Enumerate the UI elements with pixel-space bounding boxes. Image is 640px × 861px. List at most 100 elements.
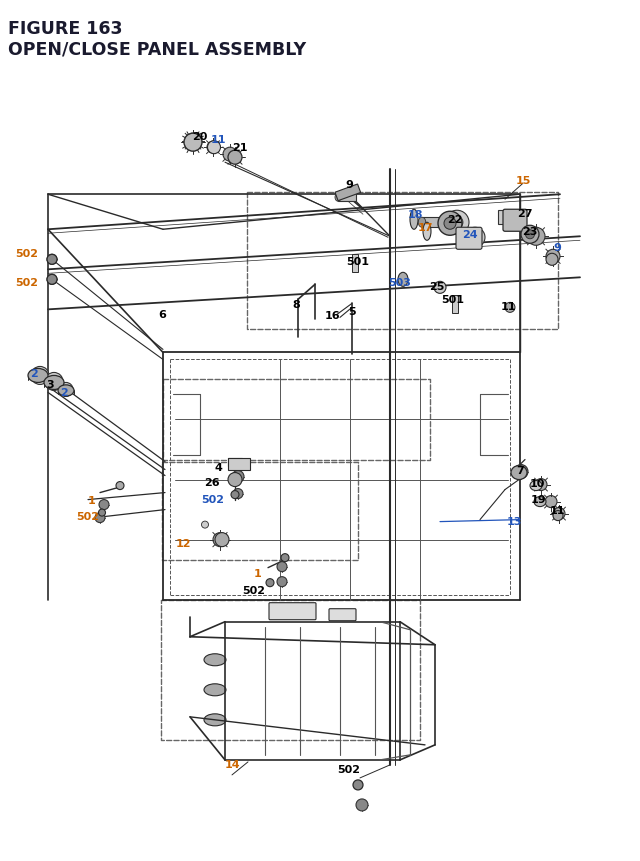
Text: 2: 2 [30,369,38,379]
Ellipse shape [47,255,57,265]
Ellipse shape [58,386,74,397]
Text: 11: 11 [500,302,516,312]
Ellipse shape [215,533,229,547]
Text: 17: 17 [417,223,433,233]
Ellipse shape [204,714,226,726]
Ellipse shape [438,212,462,236]
Bar [338,194,356,202]
Ellipse shape [419,218,426,228]
Text: 9: 9 [553,243,561,253]
Bar [228,458,250,470]
FancyBboxPatch shape [456,228,482,250]
Text: 8: 8 [292,300,300,310]
Ellipse shape [266,579,274,587]
Ellipse shape [184,134,202,152]
Ellipse shape [546,250,560,264]
Ellipse shape [116,482,124,490]
Ellipse shape [277,577,287,587]
Text: 1: 1 [88,495,96,505]
Ellipse shape [353,780,363,790]
Bar [452,296,458,314]
Bar [228,458,242,466]
Text: 3: 3 [46,380,54,390]
Text: 13: 13 [506,516,522,526]
Ellipse shape [553,508,565,520]
Text: 502: 502 [15,249,38,259]
Text: 502: 502 [77,511,99,521]
Ellipse shape [535,479,547,491]
Ellipse shape [545,496,557,508]
Text: 22: 22 [447,215,463,225]
Ellipse shape [423,223,431,241]
Ellipse shape [99,510,106,517]
Ellipse shape [410,210,418,230]
Text: 1: 1 [254,568,262,578]
Ellipse shape [553,511,563,521]
Ellipse shape [47,275,57,285]
Ellipse shape [213,533,227,547]
Text: 503: 503 [388,278,412,288]
Ellipse shape [398,273,408,287]
FancyBboxPatch shape [329,609,356,621]
Ellipse shape [444,218,456,230]
Ellipse shape [231,491,239,499]
Text: 27: 27 [517,209,532,219]
Ellipse shape [335,194,341,202]
Text: 7: 7 [516,465,524,475]
Text: 502: 502 [337,764,360,774]
Ellipse shape [505,303,515,313]
Ellipse shape [185,134,201,150]
Text: 9: 9 [345,180,353,190]
Ellipse shape [525,231,534,239]
Text: 19: 19 [531,494,547,504]
Text: 21: 21 [232,143,248,153]
Text: 18: 18 [407,210,423,220]
Ellipse shape [233,489,243,499]
Text: 23: 23 [522,227,538,237]
Ellipse shape [546,254,558,266]
Ellipse shape [202,522,209,529]
Ellipse shape [49,377,58,387]
Ellipse shape [451,217,463,229]
Ellipse shape [44,376,64,390]
Ellipse shape [465,228,485,248]
Text: 12: 12 [175,538,191,548]
Text: 14: 14 [224,759,240,769]
Ellipse shape [281,554,289,562]
Ellipse shape [228,473,242,487]
Text: 2: 2 [60,388,68,398]
Ellipse shape [47,275,57,285]
Text: 502: 502 [15,278,38,288]
Ellipse shape [95,513,105,523]
Ellipse shape [470,233,480,243]
Text: 502: 502 [243,585,266,595]
Text: 6: 6 [158,310,166,320]
Ellipse shape [445,211,469,235]
Ellipse shape [356,799,368,811]
Text: 25: 25 [429,282,445,292]
Ellipse shape [534,497,546,507]
Text: FIGURE 163: FIGURE 163 [8,20,122,38]
Bar [352,255,358,273]
FancyBboxPatch shape [503,210,527,232]
Ellipse shape [511,466,527,480]
Ellipse shape [204,654,226,666]
Ellipse shape [530,481,542,491]
Ellipse shape [521,226,539,244]
Text: 11: 11 [211,135,226,145]
Ellipse shape [527,228,545,246]
Ellipse shape [45,373,63,391]
Bar [335,185,360,201]
Ellipse shape [59,383,73,397]
FancyBboxPatch shape [269,603,316,620]
Ellipse shape [228,151,242,165]
Text: 4: 4 [214,462,222,472]
Text: 16: 16 [324,311,340,321]
Ellipse shape [35,371,45,381]
Text: 24: 24 [462,230,478,240]
Text: 502: 502 [202,494,225,504]
Ellipse shape [31,367,49,385]
Ellipse shape [277,562,287,572]
Ellipse shape [232,471,244,483]
Ellipse shape [514,465,528,479]
